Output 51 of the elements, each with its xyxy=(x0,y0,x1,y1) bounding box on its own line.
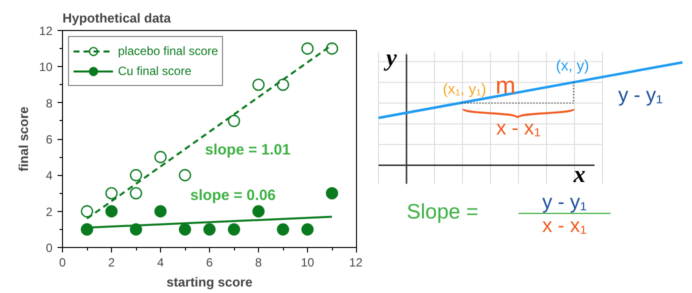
text: Slope = xyxy=(406,200,478,224)
y-tick-label: 8 xyxy=(46,96,53,110)
x-tick-label: 2 xyxy=(108,256,116,270)
point xyxy=(326,187,338,200)
text: y - y₁ xyxy=(542,191,588,214)
x-tick-label: 4 xyxy=(157,256,164,270)
y-tick-label: 6 xyxy=(46,132,53,146)
point xyxy=(178,169,192,182)
x-tick-label: 6 xyxy=(206,256,214,270)
text: (x, y) xyxy=(556,58,590,75)
legend-label: placebo final score xyxy=(118,44,218,58)
text: x - x₁ xyxy=(496,117,542,140)
annotation: slope = 1.01 xyxy=(204,141,290,158)
point xyxy=(130,169,142,182)
annotation: slope = 0.06 xyxy=(190,186,276,204)
point xyxy=(105,187,118,200)
y-axis-title: final score xyxy=(16,106,32,172)
point xyxy=(228,114,240,128)
point xyxy=(301,223,314,236)
y-tick-label: 10 xyxy=(39,60,53,74)
point xyxy=(154,150,167,164)
text: x - x₁ xyxy=(542,215,588,238)
x-tick-label: 10 xyxy=(300,256,314,270)
x-axis-title: starting score xyxy=(166,274,252,290)
chart-title: Hypothetical data xyxy=(62,10,172,26)
point xyxy=(252,205,265,218)
point xyxy=(326,42,338,55)
text: m xyxy=(496,72,516,100)
point xyxy=(178,223,192,236)
x-tick-label: 12 xyxy=(349,256,363,270)
y-tick-label: 0 xyxy=(46,241,53,255)
x-tick-label: 0 xyxy=(59,256,66,270)
y-tick-label: 2 xyxy=(46,204,53,219)
point xyxy=(228,223,240,236)
text: x xyxy=(572,162,586,188)
point xyxy=(80,205,94,218)
point xyxy=(105,205,118,218)
x-tick-label: 8 xyxy=(255,256,262,270)
y-tick-label: 4 xyxy=(46,168,53,183)
point xyxy=(154,205,167,218)
y-tick-label: 12 xyxy=(39,24,53,38)
point xyxy=(252,78,265,91)
text: y xyxy=(383,46,398,72)
point xyxy=(203,223,216,236)
text: y - y₁ xyxy=(618,84,664,107)
legend-label: Cu final score xyxy=(118,64,192,78)
point xyxy=(276,223,290,236)
point xyxy=(301,42,314,55)
point xyxy=(276,78,290,91)
text: (x₁, y₁) xyxy=(442,81,486,98)
point xyxy=(130,187,142,200)
